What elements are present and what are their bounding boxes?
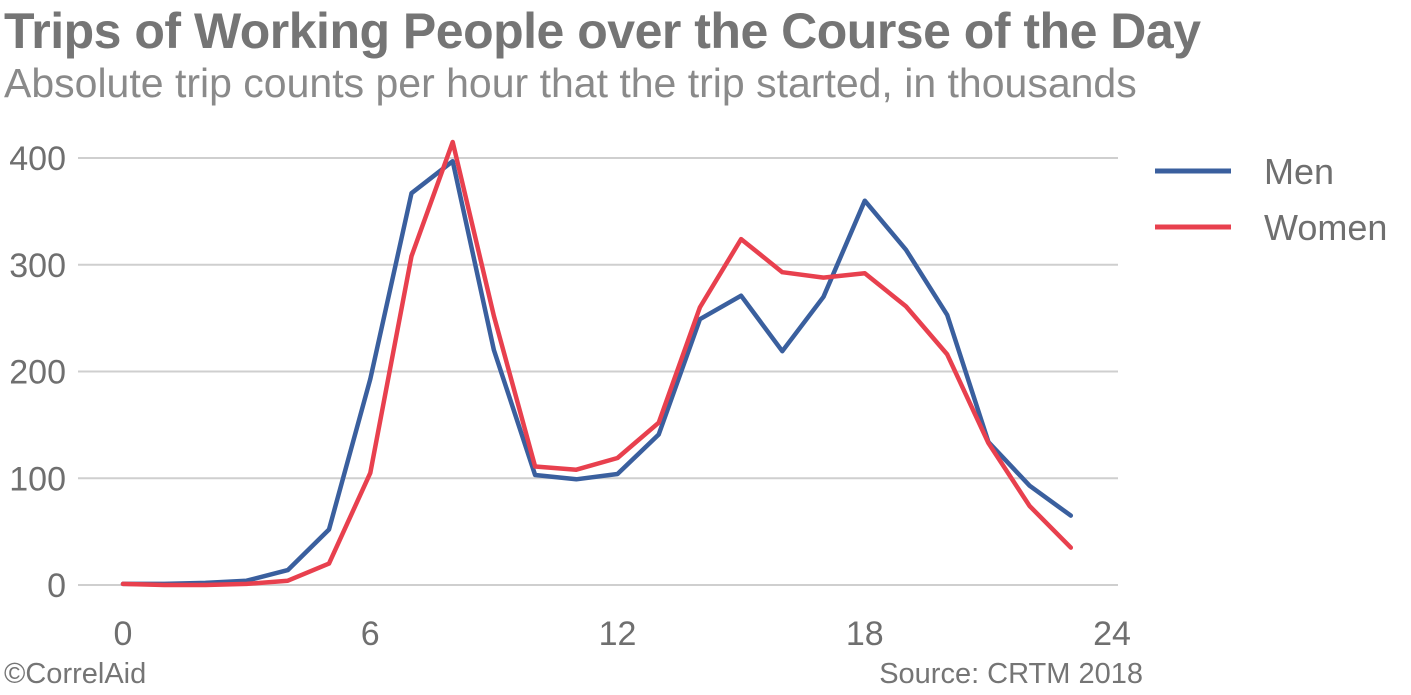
x-tick-label: 12 xyxy=(599,615,637,653)
x-tick-label: 24 xyxy=(1093,615,1131,653)
legend-label: Women xyxy=(1264,207,1387,248)
y-tick-label: 400 xyxy=(9,140,66,178)
x-tick-label: 0 xyxy=(114,615,133,653)
legend: Men Women xyxy=(1155,151,1387,248)
series-line-men xyxy=(120,158,1074,587)
series-line-women xyxy=(120,139,1074,588)
legend-item-women: Women xyxy=(1155,207,1387,248)
credit-text: ©CorrelAid xyxy=(4,658,147,690)
x-tick-label: 18 xyxy=(846,615,884,653)
y-tick-label: 200 xyxy=(9,354,66,392)
series-lines xyxy=(120,139,1074,588)
x-tick-label: 6 xyxy=(361,615,380,653)
y-tick-label: 100 xyxy=(9,460,66,498)
y-axis-ticks: 0 100 200 300 400 xyxy=(9,140,66,605)
legend-label: Men xyxy=(1264,151,1334,192)
grid-lines xyxy=(78,157,1118,586)
source-text: Source: CRTM 2018 xyxy=(879,658,1143,690)
chart-title: Trips of Working People over the Course … xyxy=(4,3,1201,59)
x-axis-ticks: 0 6 12 18 24 xyxy=(114,615,1131,653)
y-tick-label: 0 xyxy=(47,567,66,605)
series-men xyxy=(120,158,1074,587)
y-tick-label: 300 xyxy=(9,247,66,285)
chart-subtitle: Absolute trip counts per hour that the t… xyxy=(4,60,1137,106)
series-women xyxy=(120,139,1074,588)
legend-item-men: Men xyxy=(1155,151,1334,192)
